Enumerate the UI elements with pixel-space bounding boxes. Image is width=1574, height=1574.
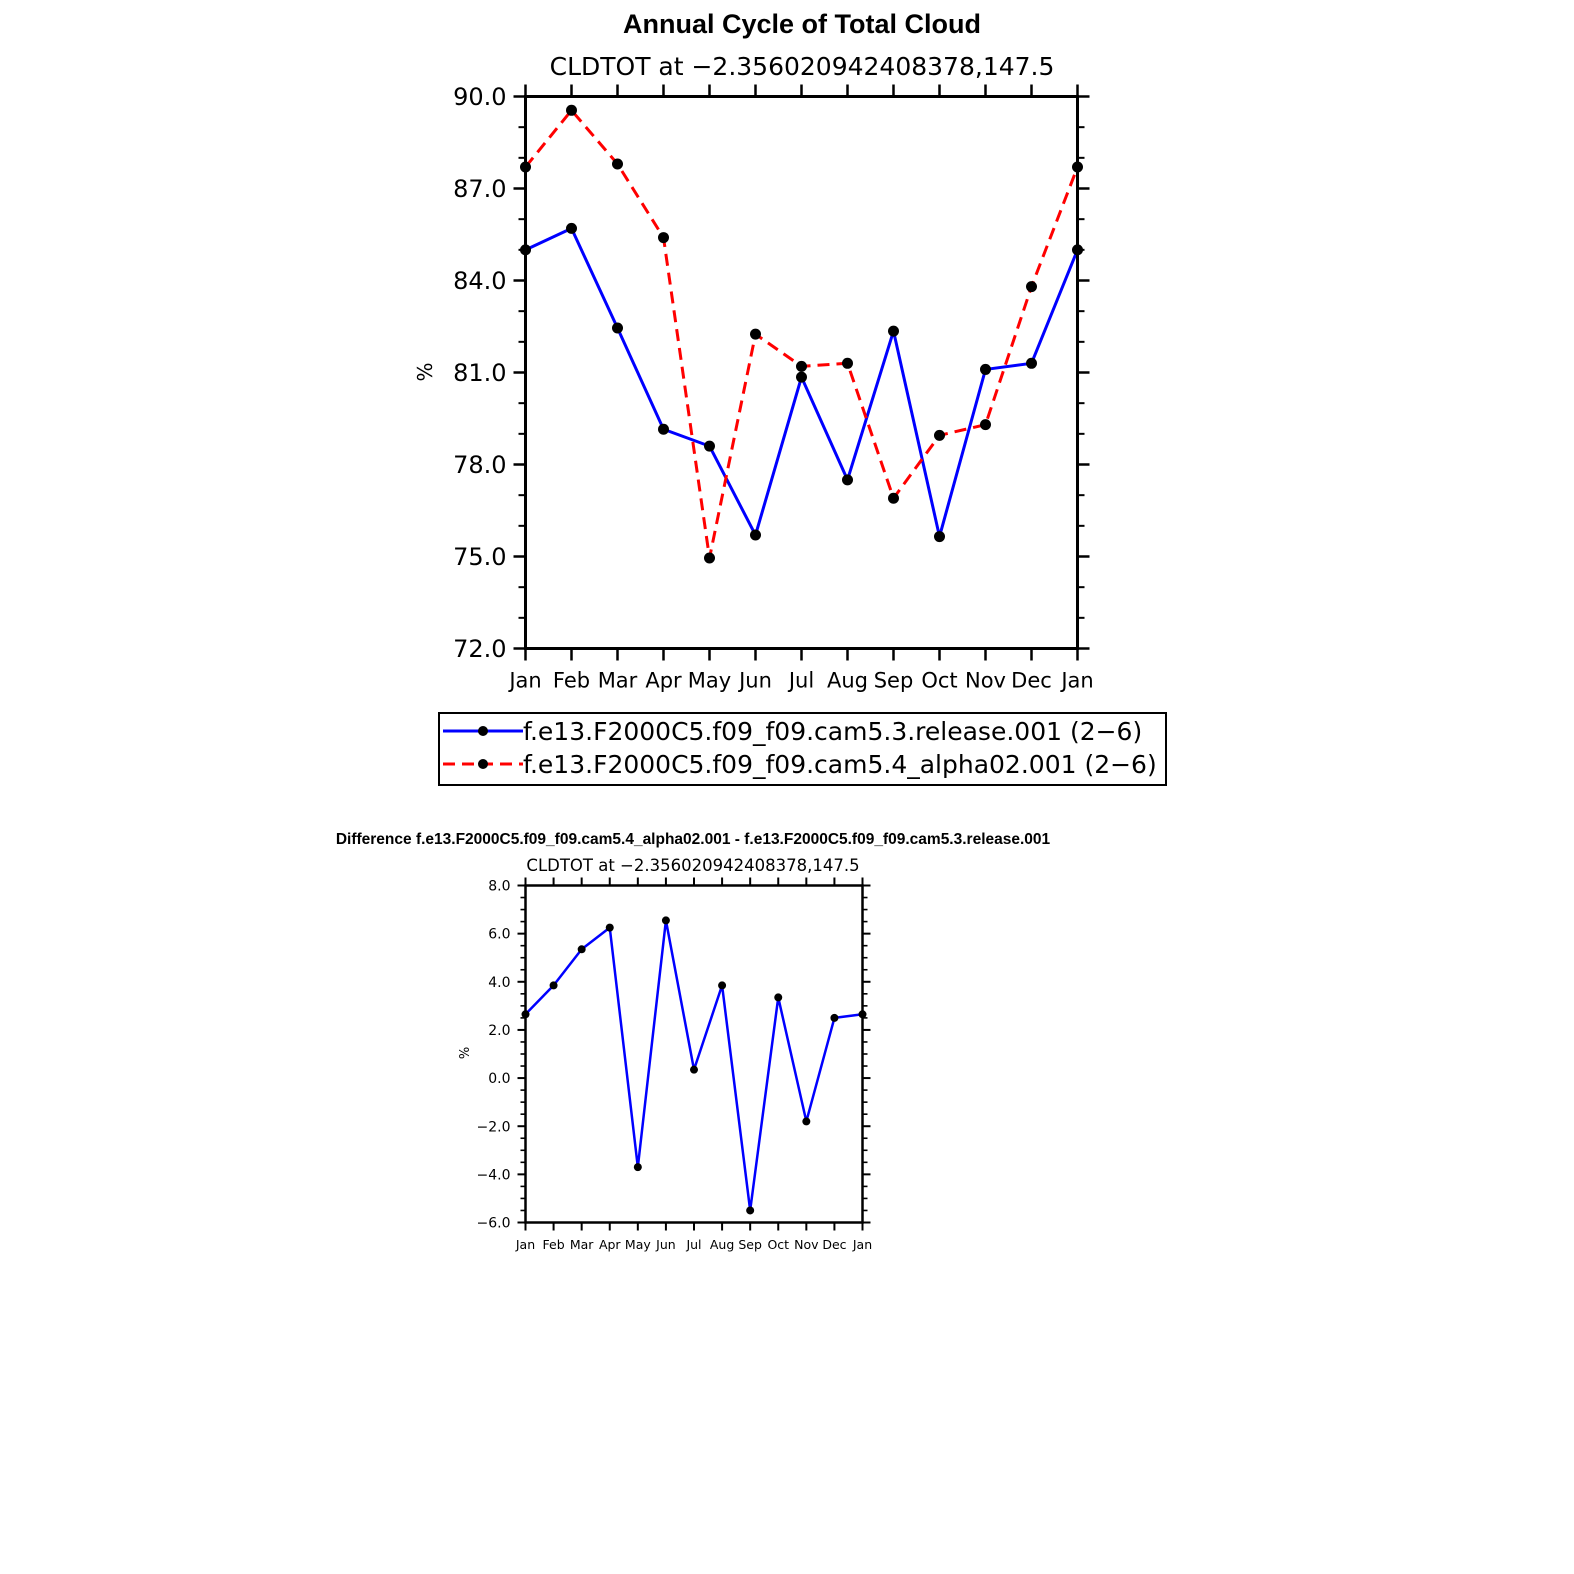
- chart-subtitle: CLDTOT at −2.356020942408378,147.5: [526, 856, 859, 875]
- x-tick-label: May: [625, 1237, 651, 1252]
- data-point: [718, 981, 726, 989]
- data-point: [842, 358, 853, 369]
- data-point: [888, 493, 899, 504]
- series-line-1: [526, 110, 1078, 558]
- x-tick-label: Aug: [827, 669, 868, 693]
- y-tick-label: −2.0: [477, 1119, 511, 1135]
- data-point: [750, 530, 761, 541]
- series-line-0: [526, 920, 863, 1210]
- y-axis-label: %: [458, 1047, 473, 1059]
- x-tick-label: Dec: [822, 1237, 846, 1252]
- x-tick-label: Jul: [685, 1237, 701, 1252]
- y-tick-label: 84.0: [453, 267, 506, 295]
- data-point: [934, 430, 945, 441]
- x-tick-label: Apr: [599, 1237, 621, 1252]
- difference-chart: Difference f.e13.F2000C5.f09_f09.cam5.4_…: [336, 831, 1051, 1252]
- x-tick-label: Nov: [794, 1237, 819, 1252]
- data-point: [888, 326, 899, 337]
- x-tick-label: Jul: [787, 669, 814, 693]
- data-point: [634, 1163, 642, 1171]
- x-tick-label: Sep: [738, 1237, 762, 1252]
- data-point: [796, 361, 807, 372]
- plot-frame: [526, 886, 863, 1223]
- x-tick-label: Mar: [598, 669, 638, 693]
- data-point: [796, 372, 807, 383]
- y-tick-label: 81.0: [453, 359, 506, 387]
- y-tick-label: 8.0: [488, 879, 510, 895]
- data-point: [566, 223, 577, 234]
- data-point: [690, 1066, 698, 1074]
- legend-label: f.e13.F2000C5.f09_f09.cam5.3.release.001…: [523, 717, 1142, 746]
- x-tick-label: Sep: [874, 669, 914, 693]
- data-point: [774, 993, 782, 1001]
- x-tick-label: Nov: [965, 669, 1006, 693]
- data-point: [704, 553, 715, 564]
- legend-entry-cam5-4: f.e13.F2000C5.f09_f09.cam5.4_alpha02.001…: [443, 750, 1157, 779]
- data-point: [612, 158, 623, 169]
- x-tick-label: Oct: [767, 1237, 789, 1252]
- data-point: [842, 474, 853, 485]
- data-point: [1026, 358, 1037, 369]
- x-tick-label: Oct: [921, 669, 957, 693]
- x-tick-label: Apr: [645, 669, 682, 693]
- data-point: [830, 1014, 838, 1022]
- x-tick-label: Dec: [1011, 669, 1052, 693]
- data-point: [1026, 281, 1037, 292]
- x-tick-label: Feb: [543, 1237, 565, 1252]
- y-tick-label: 87.0: [453, 175, 506, 203]
- x-tick-label: Jun: [737, 669, 772, 693]
- x-tick-label: Aug: [710, 1237, 734, 1252]
- data-point: [606, 924, 614, 932]
- legend-entry-cam5-3: f.e13.F2000C5.f09_f09.cam5.3.release.001…: [443, 717, 1142, 746]
- annual-cycle-chart: Annual Cycle of Total Cloud CLDTOT at −2…: [413, 9, 1166, 785]
- chart-title: Annual Cycle of Total Cloud: [623, 9, 981, 39]
- data-point: [662, 916, 670, 924]
- data-point: [802, 1117, 810, 1125]
- data-point: [750, 329, 761, 340]
- legend-marker: [478, 726, 488, 736]
- legend-label: f.e13.F2000C5.f09_f09.cam5.4_alpha02.001…: [523, 750, 1157, 779]
- chart-title: Difference f.e13.F2000C5.f09_f09.cam5.4_…: [336, 831, 1051, 848]
- data-point: [658, 424, 669, 435]
- y-tick-label: 90.0: [453, 83, 506, 111]
- x-tick-label: Jan: [852, 1237, 872, 1252]
- y-tick-label: 0.0: [488, 1071, 510, 1087]
- y-tick-label: −4.0: [477, 1167, 511, 1183]
- y-tick-label: 75.0: [453, 543, 506, 571]
- data-point: [934, 531, 945, 542]
- y-tick-label: 4.0: [488, 975, 510, 991]
- data-point: [746, 1206, 754, 1214]
- legend: f.e13.F2000C5.f09_f09.cam5.3.release.001…: [439, 713, 1166, 785]
- x-tick-label: Jan: [507, 669, 541, 693]
- x-tick-label: Jun: [655, 1237, 676, 1252]
- x-tick-label: Feb: [553, 669, 590, 693]
- y-tick-label: 72.0: [453, 635, 506, 663]
- data-point: [578, 945, 586, 953]
- y-tick-label: 6.0: [488, 927, 510, 943]
- y-tick-label: 78.0: [453, 451, 506, 479]
- data-point: [658, 232, 669, 243]
- data-point: [550, 981, 558, 989]
- data-point: [704, 441, 715, 452]
- legend-marker: [478, 759, 488, 769]
- y-tick-label: −6.0: [477, 1216, 511, 1232]
- x-tick-label: Jan: [1059, 669, 1093, 693]
- y-axis-label: %: [413, 362, 437, 381]
- figure: Annual Cycle of Total Cloud CLDTOT at −2…: [0, 0, 1574, 1574]
- data-point: [566, 105, 577, 116]
- data-point: [980, 364, 991, 375]
- data-point: [980, 419, 991, 430]
- x-tick-label: May: [688, 669, 731, 693]
- chart-subtitle: CLDTOT at −2.356020942408378,147.5: [550, 52, 1055, 81]
- y-tick-label: 2.0: [488, 1023, 510, 1039]
- x-tick-label: Jan: [515, 1237, 535, 1252]
- data-point: [612, 323, 623, 334]
- x-tick-label: Mar: [570, 1237, 594, 1252]
